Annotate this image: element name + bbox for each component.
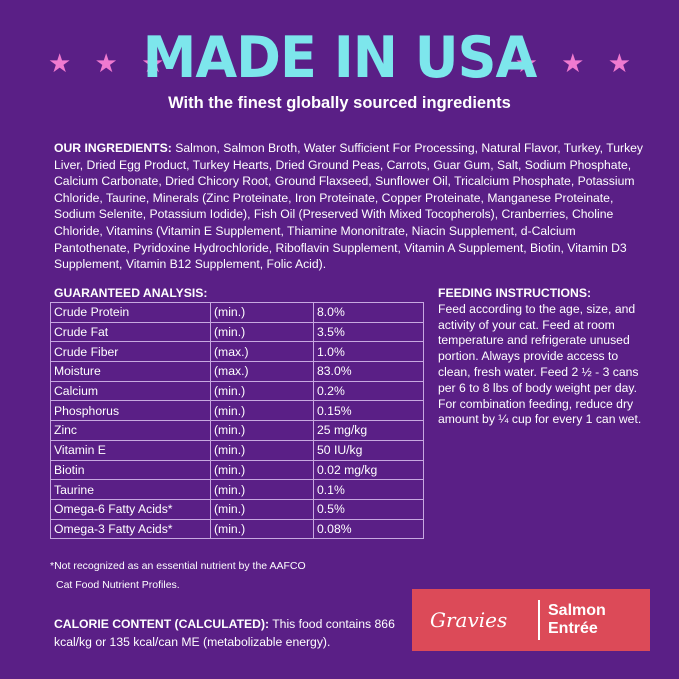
nutrient-qualifier: (max.) — [210, 341, 314, 363]
nutrient-value: 50 IU/kg — [313, 439, 424, 461]
ingredients-paragraph: OUR INGREDIENTS: Salmon, Salmon Broth, W… — [54, 140, 644, 273]
table-row: Crude Fiber (max.) 1.0% — [50, 341, 424, 363]
nutrient-value: 25 mg/kg — [313, 420, 424, 441]
star-icons-left: ★ ★ ★ — [48, 48, 173, 78]
product-name-line-1: Salmon — [548, 602, 606, 619]
ingredients-label: OUR INGREDIENTS: — [54, 141, 172, 155]
nutrient-name: Zinc — [50, 420, 211, 441]
product-name-line-2: Entrée — [548, 620, 598, 637]
table-row: Calcium (min.) 0.2% — [50, 380, 424, 402]
nutrient-name: Crude Protein — [50, 302, 211, 323]
footnote-line-2: Cat Food Nutrient Profiles. — [56, 579, 180, 591]
table-row: Moisture (max.) 83.0% — [50, 361, 424, 382]
ingredients-text: Salmon, Salmon Broth, Water Sufficient F… — [54, 141, 644, 272]
nutrient-value: 8.0% — [313, 302, 424, 323]
page-subtitle: With the finest globally sourced ingredi… — [168, 94, 511, 112]
nutrient-qualifier: (max.) — [210, 361, 314, 382]
feeding-instructions: FEEDING INSTRUCTIONS: Feed according to … — [438, 286, 650, 428]
nutrient-name: Crude Fat — [50, 321, 211, 343]
nutrient-value: 0.15% — [313, 400, 424, 422]
nutrient-name: Crude Fiber — [50, 341, 211, 363]
badge-divider — [538, 600, 540, 640]
nutrient-value: 1.0% — [313, 341, 424, 363]
nutrient-name: Moisture — [50, 361, 211, 382]
nutrient-qualifier: (min.) — [210, 302, 314, 323]
table-row: Crude Fat (min.) 3.5% — [50, 321, 424, 343]
product-name: Salmon Entrée — [548, 602, 606, 638]
guaranteed-analysis-heading: GUARANTEED ANALYSIS: — [54, 286, 208, 300]
table-row: Vitamin E (min.) 50 IU/kg — [50, 439, 424, 461]
nutrient-qualifier: (min.) — [210, 420, 314, 441]
feeding-heading: FEEDING INSTRUCTIONS: — [438, 286, 592, 300]
nutrient-qualifier: (min.) — [210, 498, 314, 520]
nutrient-qualifier: (min.) — [210, 321, 314, 343]
table-row: Phosphorus (min.) 0.15% — [50, 400, 424, 422]
footnote-line-1: *Not recognized as an essential nutrient… — [50, 560, 306, 572]
table-row: Taurine (min.) 0.1% — [50, 479, 424, 500]
page-title: MADE IN USA — [142, 24, 538, 91]
nutrient-qualifier: (min.) — [210, 459, 314, 481]
nutrient-name: Biotin — [50, 459, 211, 481]
nutrient-value: 0.2% — [313, 380, 424, 402]
nutrient-value: 0.5% — [313, 498, 424, 520]
nutrient-qualifier: (min.) — [210, 479, 314, 500]
nutrient-qualifier: (min.) — [210, 400, 314, 422]
nutrient-name: Taurine — [50, 479, 211, 500]
nutrient-name: Calcium — [50, 380, 211, 402]
nutrient-value: 83.0% — [313, 361, 424, 382]
calorie-text: This food contains 866 kcal/kg or 135 kc… — [54, 617, 395, 649]
product-badge: Gravies Salmon Entrée — [412, 589, 650, 651]
table-row: Crude Protein (min.) 8.0% — [50, 302, 424, 323]
table-row: Omega-6 Fatty Acids* (min.) 0.5% — [50, 498, 424, 520]
star-icons-right: ★ ★ ★ — [514, 48, 639, 78]
table-row: Omega-3 Fatty Acids* (min.) 0.08% — [50, 518, 424, 540]
guaranteed-analysis-table: Crude Protein (min.) 8.0% Crude Fat (min.) 3.… — [50, 302, 424, 540]
nutrient-value: 0.1% — [313, 479, 424, 500]
nutrient-name: Phosphorus — [50, 400, 211, 422]
nutrient-value: 0.08% — [313, 518, 424, 540]
aafco-footnote: *Not recognized as an essential nutrient… — [50, 557, 380, 595]
table-row: Zinc (min.) 25 mg/kg — [50, 420, 424, 441]
nutrient-value: 3.5% — [313, 321, 424, 343]
nutrient-qualifier: (min.) — [210, 380, 314, 402]
calorie-content: CALORIE CONTENT (CALCULATED): This food … — [54, 615, 434, 651]
table-row: Biotin (min.) 0.02 mg/kg — [50, 459, 424, 481]
nutrient-name: Vitamin E — [50, 439, 211, 461]
nutrient-name: Omega-6 Fatty Acids* — [50, 498, 211, 520]
calorie-label: CALORIE CONTENT (CALCULATED): — [54, 617, 270, 631]
gravies-logo: Gravies — [430, 608, 508, 632]
nutrient-value: 0.02 mg/kg — [313, 459, 424, 481]
nutrient-qualifier: (min.) — [210, 439, 314, 461]
nutrient-name: Omega-3 Fatty Acids* — [50, 518, 211, 540]
nutrient-qualifier: (min.) — [210, 518, 314, 540]
feeding-text: Feed according to the age, size, and act… — [438, 301, 642, 427]
